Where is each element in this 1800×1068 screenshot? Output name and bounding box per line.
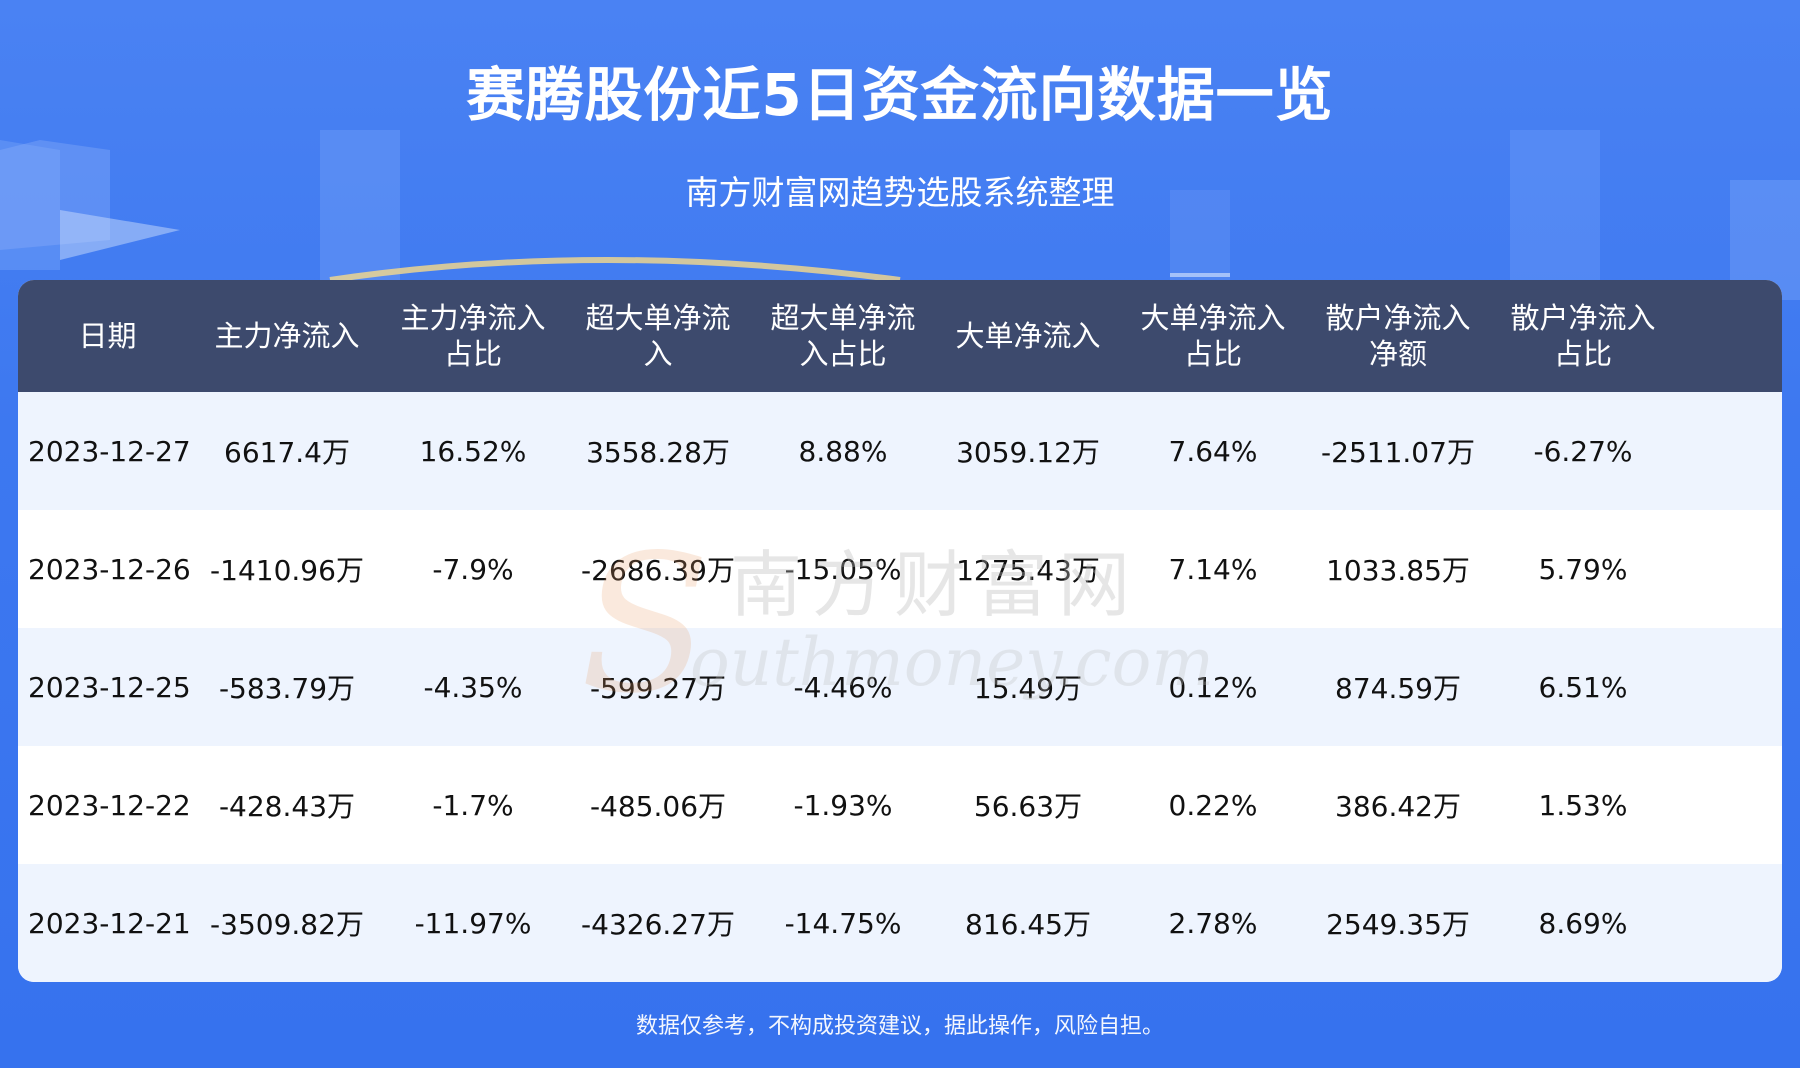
cell-xl-ratio: -15.05%	[784, 552, 902, 586]
cell-large-ratio: 2.78%	[1168, 906, 1258, 940]
cell-retail-ratio: 5.79%	[1538, 552, 1628, 586]
cell-main-ratio: -4.35%	[423, 670, 523, 704]
cell-retail-inflow: 386.42万	[1335, 790, 1461, 823]
cell-main-ratio: 16.52%	[419, 434, 527, 468]
cell-main-inflow: 6617.4万	[224, 436, 350, 469]
column-header-large-inflow: 大单净流入	[955, 319, 1101, 353]
table-header-row: 日期 主力净流入 主力净流入 占比 超大单净流入 超大单净流 入占比 大单净流入 大…	[18, 280, 1782, 392]
cell-retail-inflow: -2511.07万	[1321, 436, 1475, 469]
cell-main-ratio: -1.7%	[432, 788, 514, 822]
table-body: 2023-12-27 6617.4万 16.52% 3558.28万 8.88%…	[18, 392, 1782, 982]
cell-retail-inflow: 1033.85万	[1326, 554, 1470, 587]
column-header-xl-inflow: 超大单净流入	[585, 301, 731, 371]
column-header-main-inflow: 主力净流入	[214, 319, 360, 353]
cell-xl-inflow: -599.27万	[589, 672, 727, 705]
cell-large-ratio: 0.12%	[1168, 670, 1258, 704]
cell-xl-inflow: -485.06万	[589, 790, 727, 823]
cell-retail-ratio: -6.27%	[1533, 434, 1633, 468]
cell-large-ratio: 7.14%	[1168, 552, 1258, 586]
cell-large-inflow: 56.63万	[973, 790, 1083, 823]
table-row: 2023-12-25 -583.79万 -4.35% -599.27万 -4.4…	[18, 628, 1782, 746]
table-row: 2023-12-26 -1410.96万 -7.9% -2686.39万 -15…	[18, 510, 1782, 628]
cell-xl-ratio: -4.46%	[793, 670, 893, 704]
cell-main-inflow: -1410.96万	[210, 554, 364, 587]
cell-date: 2023-12-22	[28, 788, 191, 822]
cell-xl-inflow: 3558.28万	[586, 436, 730, 469]
table-row: 2023-12-27 6617.4万 16.52% 3558.28万 8.88%…	[18, 392, 1782, 510]
background-decoration	[0, 130, 1800, 300]
page-subtitle: 南方财富网趋势选股系统整理	[685, 173, 1115, 212]
cell-retail-ratio: 6.51%	[1538, 670, 1628, 704]
column-header-large-ratio: 大单净流入 占比	[1140, 301, 1286, 371]
cell-xl-ratio: -14.75%	[784, 906, 902, 940]
column-header-retail-ratio: 散户净流入 占比	[1510, 301, 1656, 371]
cell-retail-inflow: 874.59万	[1335, 672, 1461, 705]
page-title: 赛腾股份近5日资金流向数据一览	[466, 61, 1334, 129]
cell-xl-inflow: -2686.39万	[581, 554, 735, 587]
cell-large-inflow: 3059.12万	[956, 436, 1100, 469]
cell-main-inflow: -428.43万	[218, 790, 356, 823]
table-row: 2023-12-21 -3509.82万 -11.97% -4326.27万 -…	[18, 864, 1782, 982]
cell-date: 2023-12-25	[28, 670, 191, 704]
cell-large-ratio: 7.64%	[1168, 434, 1258, 468]
cell-large-inflow: 816.45万	[965, 908, 1091, 941]
column-header-xl-ratio: 超大单净流 入占比	[770, 301, 916, 371]
cell-date: 2023-12-21	[28, 906, 191, 940]
column-header-retail-inflow: 散户净流入 净额	[1325, 301, 1471, 371]
cell-main-inflow: -583.79万	[218, 672, 356, 705]
column-header-date: 日期	[78, 319, 137, 353]
cell-large-inflow: 1275.43万	[956, 554, 1100, 587]
table-row: 2023-12-22 -428.43万 -1.7% -485.06万 -1.93…	[18, 746, 1782, 864]
cell-retail-ratio: 1.53%	[1538, 788, 1628, 822]
cell-main-ratio: -11.97%	[414, 906, 532, 940]
cell-main-inflow: -3509.82万	[210, 908, 364, 941]
cell-large-ratio: 0.22%	[1168, 788, 1258, 822]
cell-date: 2023-12-26	[28, 552, 191, 586]
cell-retail-ratio: 8.69%	[1538, 906, 1628, 940]
column-header-main-ratio: 主力净流入 占比	[400, 301, 546, 371]
cell-date: 2023-12-27	[28, 434, 191, 468]
cell-xl-ratio: -1.93%	[793, 788, 893, 822]
fund-flow-table: 日期 主力净流入 主力净流入 占比 超大单净流入 超大单净流 入占比 大单净流入 大…	[18, 280, 1782, 982]
disclaimer: 数据仅参考，不构成投资建议，据此操作，风险自担。	[635, 1014, 1164, 1039]
cell-xl-inflow: -4326.27万	[581, 908, 735, 941]
cell-retail-inflow: 2549.35万	[1326, 908, 1470, 941]
cell-large-inflow: 15.49万	[973, 672, 1083, 705]
cell-main-ratio: -7.9%	[432, 552, 514, 586]
cell-xl-ratio: 8.88%	[798, 434, 888, 468]
